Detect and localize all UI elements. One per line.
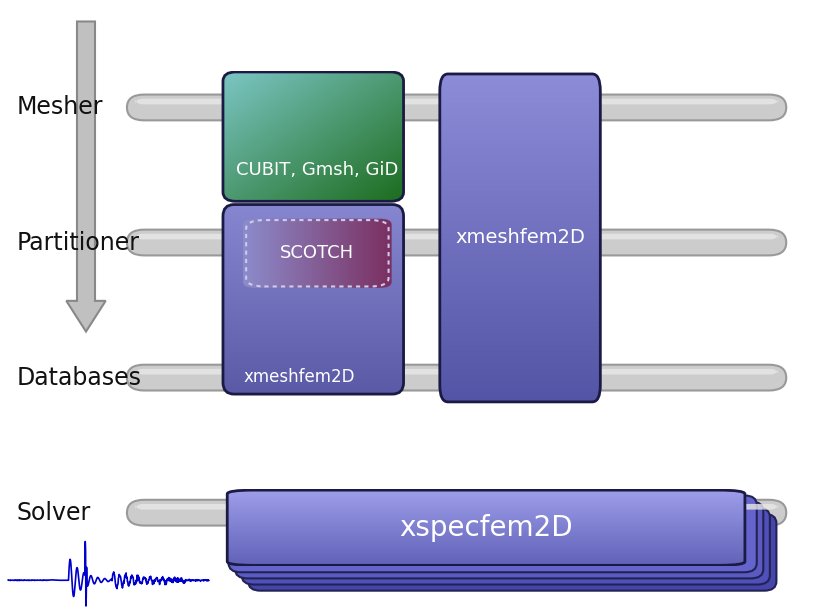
- FancyBboxPatch shape: [235, 502, 763, 578]
- Text: Partitioner: Partitioner: [16, 230, 139, 255]
- FancyBboxPatch shape: [242, 508, 770, 585]
- Text: Solver: Solver: [16, 500, 91, 525]
- FancyBboxPatch shape: [127, 230, 786, 255]
- FancyBboxPatch shape: [248, 514, 776, 591]
- FancyBboxPatch shape: [135, 368, 778, 375]
- Text: Mesher: Mesher: [16, 95, 103, 120]
- FancyBboxPatch shape: [135, 233, 778, 240]
- Text: Databases: Databases: [16, 365, 142, 390]
- FancyBboxPatch shape: [127, 500, 786, 526]
- FancyBboxPatch shape: [127, 365, 786, 391]
- FancyBboxPatch shape: [127, 95, 786, 120]
- FancyArrow shape: [66, 21, 106, 332]
- FancyBboxPatch shape: [135, 98, 778, 105]
- FancyBboxPatch shape: [135, 503, 778, 510]
- FancyBboxPatch shape: [229, 495, 757, 572]
